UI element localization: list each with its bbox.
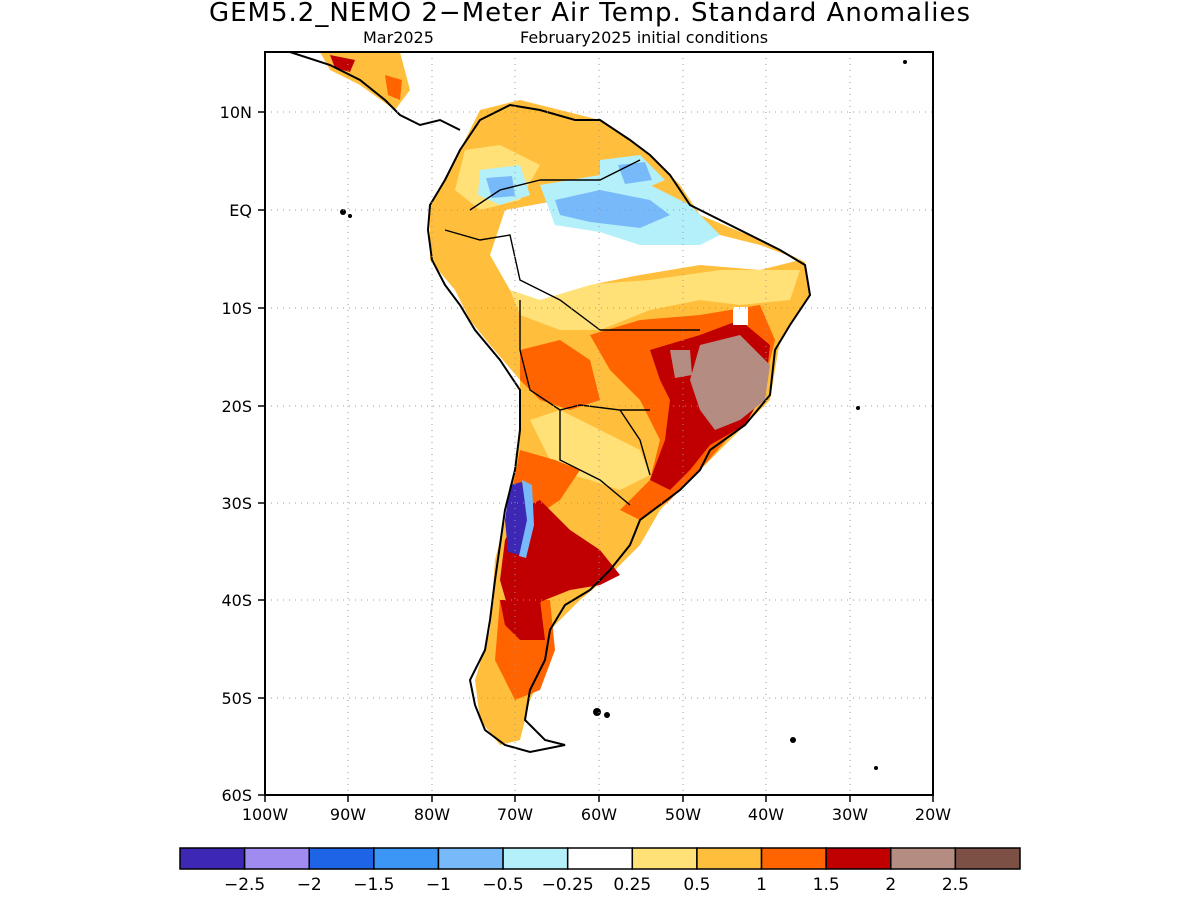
initial-conditions-label: February2025 initial conditions [520,28,769,47]
colorbar-label: 1.5 [813,875,840,895]
lon-tick-label: 90W [330,805,366,824]
colorbar-swatch [566,847,634,870]
anomaly-region-orange [520,340,600,410]
colorbar-label: 0.5 [683,875,710,895]
lat-tick-label: 60S [221,786,252,805]
south-america-coastline [426,103,812,754]
anomaly-region-blue [555,190,670,228]
map-title: GEM5.2_NEMO 2−Meter Air Temp. Standard A… [208,0,972,28]
colorbar-label: −1.5 [353,875,394,895]
longitude-axis: 100W 90W 80W 70W 60W 50W 40W 30W 20W [242,795,951,824]
colorbar-swatch [890,847,957,870]
colorbar: −2.5 −2 −1.5 −1 −0.5 −0.25 0.25 0.5 1 1.5 2 2.5 [179,847,1021,895]
anomaly-region-red [500,600,545,640]
anomaly-region-centralam [385,75,402,100]
colorbar-swatch [308,847,375,870]
colorbar-label: −0.25 [542,875,594,895]
lat-tick-label: 10N [220,103,252,122]
colorbar-swatch [825,847,892,870]
lat-tick-label: 10S [221,299,252,318]
lon-tick-label: 30W [832,805,868,824]
anomaly-region-coldstrip [505,482,528,555]
colorbar-swatch [502,847,569,870]
anomaly-region-blue [486,176,515,198]
lon-tick-label: 20W [915,805,951,824]
anomaly-region-coldstrip [519,480,534,558]
lat-tick-label: 50S [221,689,252,708]
colorbar-swatch [631,847,698,870]
colorbar-swatch [179,847,246,870]
colorbar-label: −2 [297,875,322,895]
lat-tick-label: 40S [221,591,252,610]
anomaly-region-brown [670,350,692,378]
colorbar-swatch [373,847,440,870]
colorbar-label: −1 [426,875,451,895]
lat-tick-label: 30S [221,494,252,513]
colorbar-swatch [243,847,310,870]
colorbar-label: −0.5 [482,875,523,895]
colorbar-swatch [696,847,763,870]
colorbar-label: −2.5 [224,875,265,895]
colorbar-swatch [437,847,504,870]
lat-tick-label: EQ [229,201,252,220]
lon-tick-label: 80W [414,805,450,824]
colorbar-label: 2 [885,875,896,895]
lon-tick-label: 100W [242,805,289,824]
lon-tick-label: 40W [748,805,784,824]
plot-area [265,52,933,795]
lon-tick-label: 50W [665,805,701,824]
lon-tick-label: 70W [497,805,533,824]
coastlines [289,52,812,754]
central-america-coastline [289,52,461,131]
lon-tick-label: 60W [581,805,617,824]
colorbar-swatch [760,847,827,870]
colorbar-label: 1 [756,875,767,895]
colorbar-label: 0.25 [613,875,651,895]
anomaly-fields [320,52,810,745]
country-borders [444,159,700,506]
latitude-axis: 10N EQ 10S 20S 30S 40S 50S 60S [220,103,265,805]
missing-data-cell [733,307,748,325]
forecast-month: Mar2025 [363,28,434,47]
colorbar-label: 2.5 [942,875,969,895]
lat-tick-label: 20S [221,397,252,416]
colorbar-swatch [954,847,1021,870]
islands [340,60,907,770]
